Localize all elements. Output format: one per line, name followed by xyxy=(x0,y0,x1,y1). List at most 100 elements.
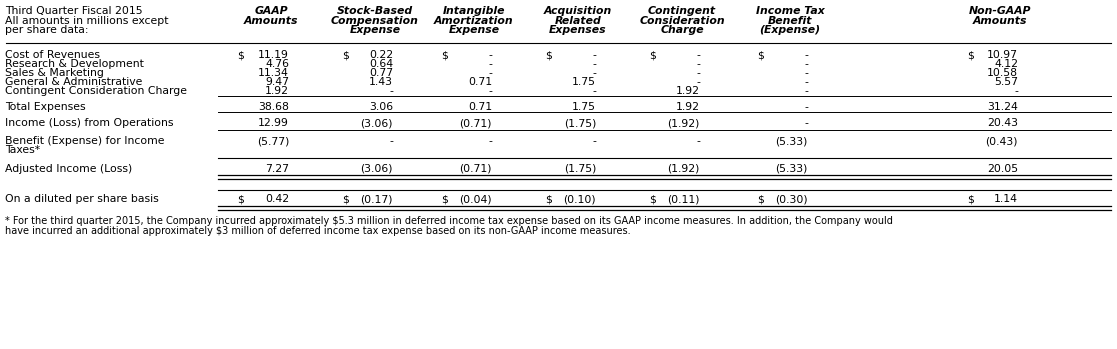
Text: (5.33): (5.33) xyxy=(775,164,808,174)
Text: $: $ xyxy=(237,194,244,204)
Text: $: $ xyxy=(342,50,349,60)
Text: -: - xyxy=(804,86,808,96)
Text: 0.71: 0.71 xyxy=(468,77,491,87)
Text: $: $ xyxy=(545,194,552,204)
Text: 1.75: 1.75 xyxy=(572,102,596,112)
Text: -: - xyxy=(488,59,491,69)
Text: 7.27: 7.27 xyxy=(265,164,289,174)
Text: 1.75: 1.75 xyxy=(572,77,596,87)
Text: Taxes*: Taxes* xyxy=(4,145,40,155)
Text: -: - xyxy=(592,50,596,60)
Text: Adjusted Income (Loss): Adjusted Income (Loss) xyxy=(4,164,132,174)
Text: 10.58: 10.58 xyxy=(987,68,1018,78)
Text: (Expense): (Expense) xyxy=(760,25,821,35)
Text: GAAP: GAAP xyxy=(255,6,288,16)
Text: (1.75): (1.75) xyxy=(564,118,596,128)
Text: -: - xyxy=(804,59,808,69)
Text: (1.75): (1.75) xyxy=(564,164,596,174)
Text: (5.33): (5.33) xyxy=(775,136,808,146)
Text: 0.64: 0.64 xyxy=(369,59,393,69)
Text: Compensation: Compensation xyxy=(331,16,419,25)
Text: 1.92: 1.92 xyxy=(265,86,289,96)
Text: -: - xyxy=(389,86,393,96)
Text: Third Quarter Fiscal 2015: Third Quarter Fiscal 2015 xyxy=(4,6,143,16)
Text: Benefit: Benefit xyxy=(767,16,812,25)
Text: (1.92): (1.92) xyxy=(668,118,700,128)
Text: -: - xyxy=(804,118,808,128)
Text: $: $ xyxy=(441,194,448,204)
Text: -: - xyxy=(488,50,491,60)
Text: -: - xyxy=(592,136,596,146)
Text: -: - xyxy=(696,77,700,87)
Text: Research & Development: Research & Development xyxy=(4,59,144,69)
Text: (0.17): (0.17) xyxy=(361,194,393,204)
Text: (3.06): (3.06) xyxy=(361,164,393,174)
Text: 10.97: 10.97 xyxy=(987,50,1018,60)
Text: 9.47: 9.47 xyxy=(265,77,289,87)
Text: General & Administrative: General & Administrative xyxy=(4,77,142,87)
Text: Expense: Expense xyxy=(448,25,499,35)
Text: -: - xyxy=(1014,86,1018,96)
Text: Amounts: Amounts xyxy=(973,16,1028,25)
Text: Charge: Charge xyxy=(660,25,704,35)
Text: (5.77): (5.77) xyxy=(257,136,289,146)
Text: $: $ xyxy=(237,50,244,60)
Text: Income (Loss) from Operations: Income (Loss) from Operations xyxy=(4,118,173,128)
Text: -: - xyxy=(592,86,596,96)
Text: $: $ xyxy=(649,50,656,60)
Text: Non-GAAP: Non-GAAP xyxy=(968,6,1031,16)
Text: -: - xyxy=(592,68,596,78)
Text: Contingent: Contingent xyxy=(648,6,716,16)
Text: 20.43: 20.43 xyxy=(987,118,1018,128)
Text: Expenses: Expenses xyxy=(550,25,607,35)
Text: $: $ xyxy=(967,194,974,204)
Text: Amortization: Amortization xyxy=(435,16,514,25)
Text: Sales & Marketing: Sales & Marketing xyxy=(4,68,104,78)
Text: Amounts: Amounts xyxy=(244,16,298,25)
Text: Benefit (Expense) for Income: Benefit (Expense) for Income xyxy=(4,136,164,146)
Text: (1.92): (1.92) xyxy=(668,164,700,174)
Text: -: - xyxy=(804,50,808,60)
Text: -: - xyxy=(389,136,393,146)
Text: -: - xyxy=(804,77,808,87)
Text: $: $ xyxy=(757,50,764,60)
Text: * For the third quarter 2015, the Company incurred approximately $5.3 million in: * For the third quarter 2015, the Compan… xyxy=(4,216,892,226)
Text: Acquisition: Acquisition xyxy=(544,6,612,16)
Text: Expense: Expense xyxy=(350,25,401,35)
Text: $: $ xyxy=(545,50,552,60)
Text: 0.71: 0.71 xyxy=(468,102,491,112)
Text: Total Expenses: Total Expenses xyxy=(4,102,86,112)
Text: 31.24: 31.24 xyxy=(987,102,1018,112)
Text: 0.42: 0.42 xyxy=(265,194,289,204)
Text: (0.11): (0.11) xyxy=(668,194,700,204)
Text: $: $ xyxy=(967,50,974,60)
Text: (3.06): (3.06) xyxy=(361,118,393,128)
Text: -: - xyxy=(488,86,491,96)
Text: On a diluted per share basis: On a diluted per share basis xyxy=(4,194,159,204)
Text: -: - xyxy=(696,68,700,78)
Text: -: - xyxy=(488,136,491,146)
Text: $: $ xyxy=(441,50,448,60)
Text: $: $ xyxy=(757,194,764,204)
Text: Related: Related xyxy=(555,16,601,25)
Text: 4.76: 4.76 xyxy=(265,59,289,69)
Text: (0.71): (0.71) xyxy=(459,118,491,128)
Text: 12.99: 12.99 xyxy=(258,118,289,128)
Text: $: $ xyxy=(342,194,349,204)
Text: 1.14: 1.14 xyxy=(994,194,1018,204)
Text: -: - xyxy=(592,59,596,69)
Text: 5.57: 5.57 xyxy=(994,77,1018,87)
Text: -: - xyxy=(804,68,808,78)
Text: 0.22: 0.22 xyxy=(369,50,393,60)
Text: 20.05: 20.05 xyxy=(987,164,1018,174)
Text: Stock-Based: Stock-Based xyxy=(337,6,413,16)
Text: 1.43: 1.43 xyxy=(369,77,393,87)
Text: 3.06: 3.06 xyxy=(369,102,393,112)
Text: (0.04): (0.04) xyxy=(459,194,491,204)
Text: Contingent Consideration Charge: Contingent Consideration Charge xyxy=(4,86,187,96)
Text: -: - xyxy=(696,136,700,146)
Text: have incurred an additional approximately $3 million of deferred income tax expe: have incurred an additional approximatel… xyxy=(4,226,631,236)
Text: 11.19: 11.19 xyxy=(258,50,289,60)
Text: Cost of Revenues: Cost of Revenues xyxy=(4,50,101,60)
Text: All amounts in millions except: All amounts in millions except xyxy=(4,16,169,25)
